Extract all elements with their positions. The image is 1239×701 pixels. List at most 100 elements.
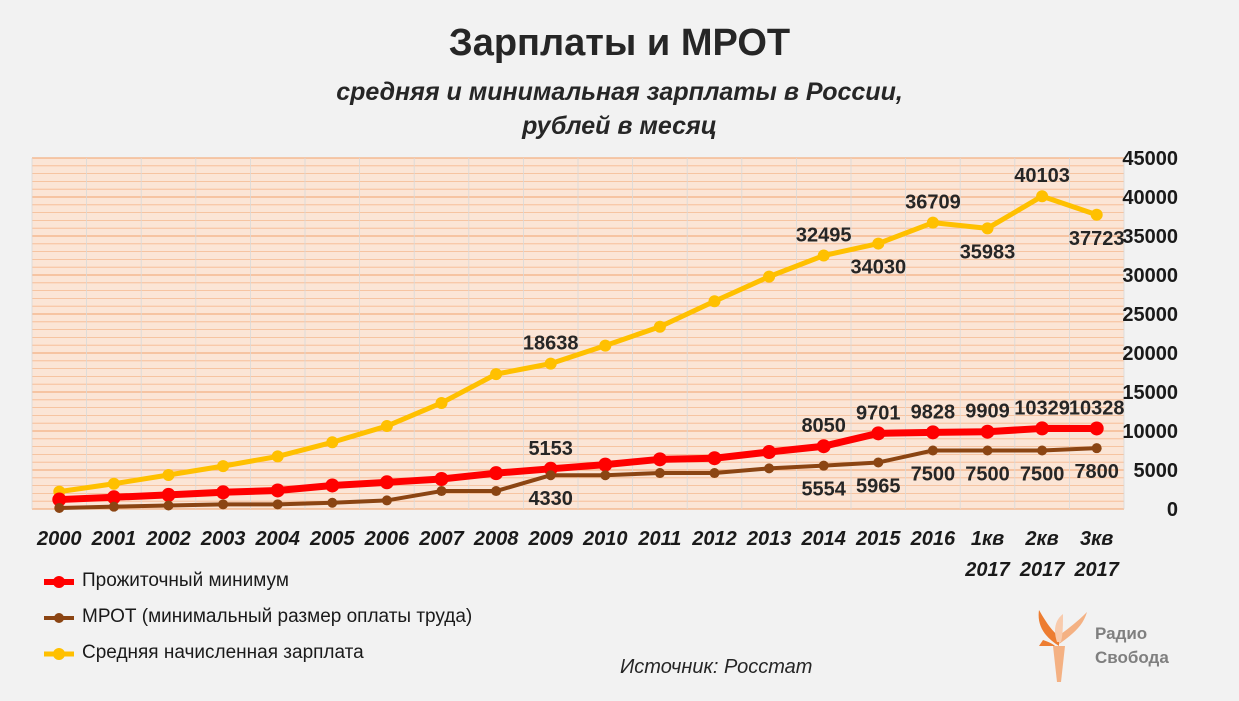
chart-subtitle-line1: средняя и минимальная зарплаты в России, — [336, 78, 903, 106]
x-tick-label: 2015 — [855, 528, 901, 550]
data-point-avg_salary — [763, 270, 776, 283]
data-point-mrot — [545, 470, 556, 481]
data-point-living_wage — [161, 487, 176, 502]
y-tick-label: 35000 — [1122, 226, 1178, 248]
data-point-mrot — [818, 460, 829, 471]
x-tick-label: 2кв — [1024, 528, 1058, 550]
x-tick-label: 2017 — [964, 559, 1010, 581]
data-point-living_wage — [379, 475, 394, 490]
data-point-mrot — [1091, 443, 1102, 454]
data-point-mrot — [982, 445, 993, 456]
data-point-avg_salary — [326, 436, 339, 449]
torch-icon — [1038, 610, 1087, 682]
y-tick-label: 0 — [1167, 499, 1178, 521]
y-tick-label: 10000 — [1122, 421, 1178, 443]
x-tick-label: 2006 — [364, 528, 410, 550]
y-tick-label: 15000 — [1122, 382, 1178, 404]
x-tick-label: 3кв — [1080, 528, 1113, 550]
data-point-living_wage — [871, 426, 886, 441]
data-point-avg_salary — [981, 222, 994, 235]
data-point-mrot — [709, 468, 720, 479]
data-label-living_wage: 5153 — [528, 438, 573, 460]
series-line-avg_salary — [56, 193, 1100, 495]
y-tick-label: 45000 — [1122, 148, 1178, 170]
data-point-avg_salary — [1036, 190, 1049, 203]
data-label-mrot: 7500 — [911, 464, 956, 486]
data-point-mrot — [54, 502, 65, 513]
data-point-mrot — [436, 486, 447, 497]
data-label-mrot: 4330 — [528, 488, 573, 510]
data-point-mrot — [327, 497, 338, 508]
data-label-avg_salary: 37723 — [1069, 228, 1125, 250]
series-line-living_wage — [55, 424, 1101, 504]
legend-label-living-wage: Прожиточный минимум — [82, 570, 289, 591]
chart-title: Зарплаты и МРОТ — [448, 22, 791, 64]
data-label-mrot: 5554 — [801, 479, 846, 501]
logo-text-line1: Радио — [1095, 624, 1148, 643]
data-label-avg_salary: 35983 — [960, 241, 1016, 263]
data-point-avg_salary — [872, 237, 885, 250]
data-point-living_wage — [325, 478, 340, 493]
data-point-living_wage — [980, 424, 995, 439]
data-label-mrot: 7800 — [1074, 461, 1119, 483]
x-tick-label: 2017 — [1073, 559, 1119, 581]
data-label-avg_salary: 32495 — [796, 225, 852, 247]
data-point-mrot — [927, 445, 938, 456]
data-point-avg_salary — [544, 357, 557, 370]
data-point-avg_salary — [162, 468, 175, 481]
data-point-mrot — [654, 468, 665, 479]
data-point-living_wage — [489, 466, 504, 481]
data-label-mrot: 7500 — [1020, 464, 1065, 486]
data-point-living_wage — [434, 471, 449, 486]
data-point-living_wage — [270, 483, 285, 498]
data-point-living_wage — [652, 452, 667, 467]
data-label-living_wage: 10328 — [1069, 397, 1125, 419]
x-tick-label: 1кв — [971, 528, 1004, 550]
x-tick-label: 2000 — [36, 528, 82, 550]
y-tick-label: 20000 — [1122, 343, 1178, 365]
x-tick-label: 2012 — [691, 528, 737, 550]
x-tick-label: 2002 — [145, 528, 191, 550]
radio-svoboda-logo: Радио Свобода — [1033, 606, 1213, 686]
legend-marker-living-wage — [44, 576, 74, 588]
x-tick-label: 2004 — [254, 528, 300, 550]
legend-label-avg-salary: Средняя начисленная зарплата — [82, 642, 364, 663]
data-point-living_wage — [1089, 421, 1104, 436]
data-label-living_wage: 10329 — [1014, 397, 1070, 419]
data-point-living_wage — [52, 492, 67, 507]
series-line-mrot — [57, 446, 1099, 510]
y-tick-label: 30000 — [1122, 265, 1178, 287]
data-point-avg_salary — [817, 249, 830, 262]
data-point-mrot — [381, 495, 392, 506]
legend-marker-mrot — [44, 613, 74, 623]
x-tick-label: 2005 — [309, 528, 355, 550]
data-label-mrot: 5965 — [856, 475, 901, 497]
x-tick-label: 2009 — [527, 528, 573, 550]
x-tick-label: 2008 — [473, 528, 519, 550]
data-label-avg_salary: 18638 — [523, 333, 579, 355]
data-point-living_wage — [925, 425, 940, 440]
chart-subtitle-line2: рублей в месяц — [522, 112, 717, 140]
legend-marker-avg-salary — [44, 648, 74, 660]
data-label-avg_salary: 36709 — [905, 192, 961, 214]
x-tick-label: 2016 — [910, 528, 956, 550]
data-point-avg_salary — [107, 477, 120, 490]
data-point-mrot — [272, 499, 283, 510]
data-point-living_wage — [598, 457, 613, 472]
data-label-avg_salary: 40103 — [1014, 165, 1070, 187]
x-tick-label: 2007 — [418, 528, 464, 550]
data-label-living_wage: 8050 — [801, 415, 846, 437]
data-point-living_wage — [216, 485, 231, 500]
data-point-living_wage — [762, 445, 777, 460]
data-point-avg_salary — [653, 320, 666, 333]
data-label-living_wage: 9909 — [965, 401, 1010, 423]
data-point-mrot — [600, 470, 611, 481]
data-label-avg_salary: 34030 — [850, 257, 906, 279]
data-point-avg_salary — [599, 339, 612, 352]
x-tick-label: 2001 — [91, 528, 137, 550]
source-note: Источник: Росстат — [620, 656, 813, 678]
data-point-mrot — [764, 463, 775, 474]
data-point-mrot — [491, 486, 502, 497]
data-point-living_wage — [106, 490, 121, 505]
